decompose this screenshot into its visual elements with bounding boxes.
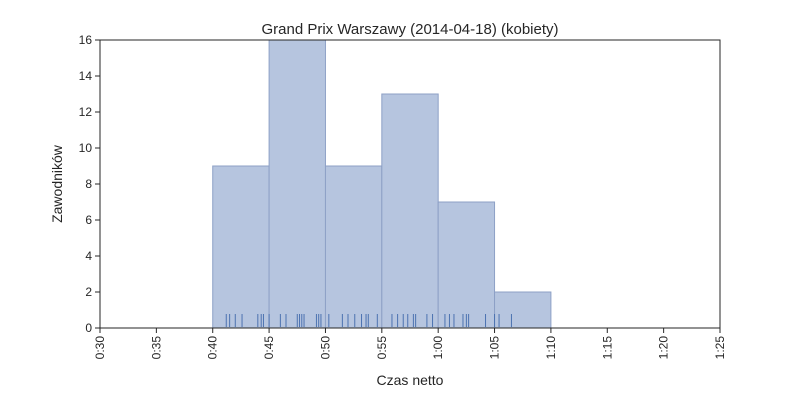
histogram-bar: [212, 165, 270, 329]
y-tick-label: 16: [79, 33, 93, 47]
y-axis: 0 2 4 6 8 10 12 14 16: [79, 33, 100, 335]
bars-group: [212, 39, 552, 329]
x-tick-label: 0:30: [93, 336, 107, 360]
y-tick-label: 2: [85, 285, 92, 299]
y-tick-label: 0: [85, 321, 92, 335]
x-tick-label: 1:05: [488, 336, 502, 360]
x-axis: 0:30 0:35 0:40 0:45 0:50 0:55 1:00 1:05 1:10 1:15…: [93, 328, 727, 359]
histogram-bar: [324, 165, 383, 329]
rug-group: [225, 314, 512, 327]
x-tick-label: 1:25: [713, 336, 727, 360]
x-tick-label: 1:00: [431, 336, 445, 360]
x-tick-label: 0:40: [206, 336, 220, 360]
x-tick-label: 0:55: [375, 336, 389, 360]
y-axis-label: Zawodników: [49, 144, 65, 223]
histogram-bar: [268, 39, 326, 329]
x-axis-label: Czas netto: [377, 372, 444, 388]
y-tick-label: 14: [79, 69, 93, 83]
y-tick-label: 6: [85, 213, 92, 227]
x-tick-label: 1:20: [657, 336, 671, 360]
chart-title: Grand Prix Warszawy (2014-04-18) (kobiet…: [261, 21, 558, 38]
x-tick-label: 1:15: [600, 336, 614, 360]
histogram-bar: [381, 93, 439, 329]
histogram-bar: [437, 201, 496, 329]
x-tick-label: 1:10: [544, 336, 558, 360]
x-tick-label: 0:50: [318, 336, 332, 360]
y-tick-label: 8: [85, 177, 92, 191]
y-tick-label: 10: [79, 141, 93, 155]
y-tick-label: 12: [79, 105, 93, 119]
x-tick-label: 0:45: [262, 336, 276, 360]
y-tick-label: 4: [85, 249, 92, 263]
histogram-bar: [494, 291, 552, 329]
x-tick-label: 0:35: [149, 336, 163, 360]
